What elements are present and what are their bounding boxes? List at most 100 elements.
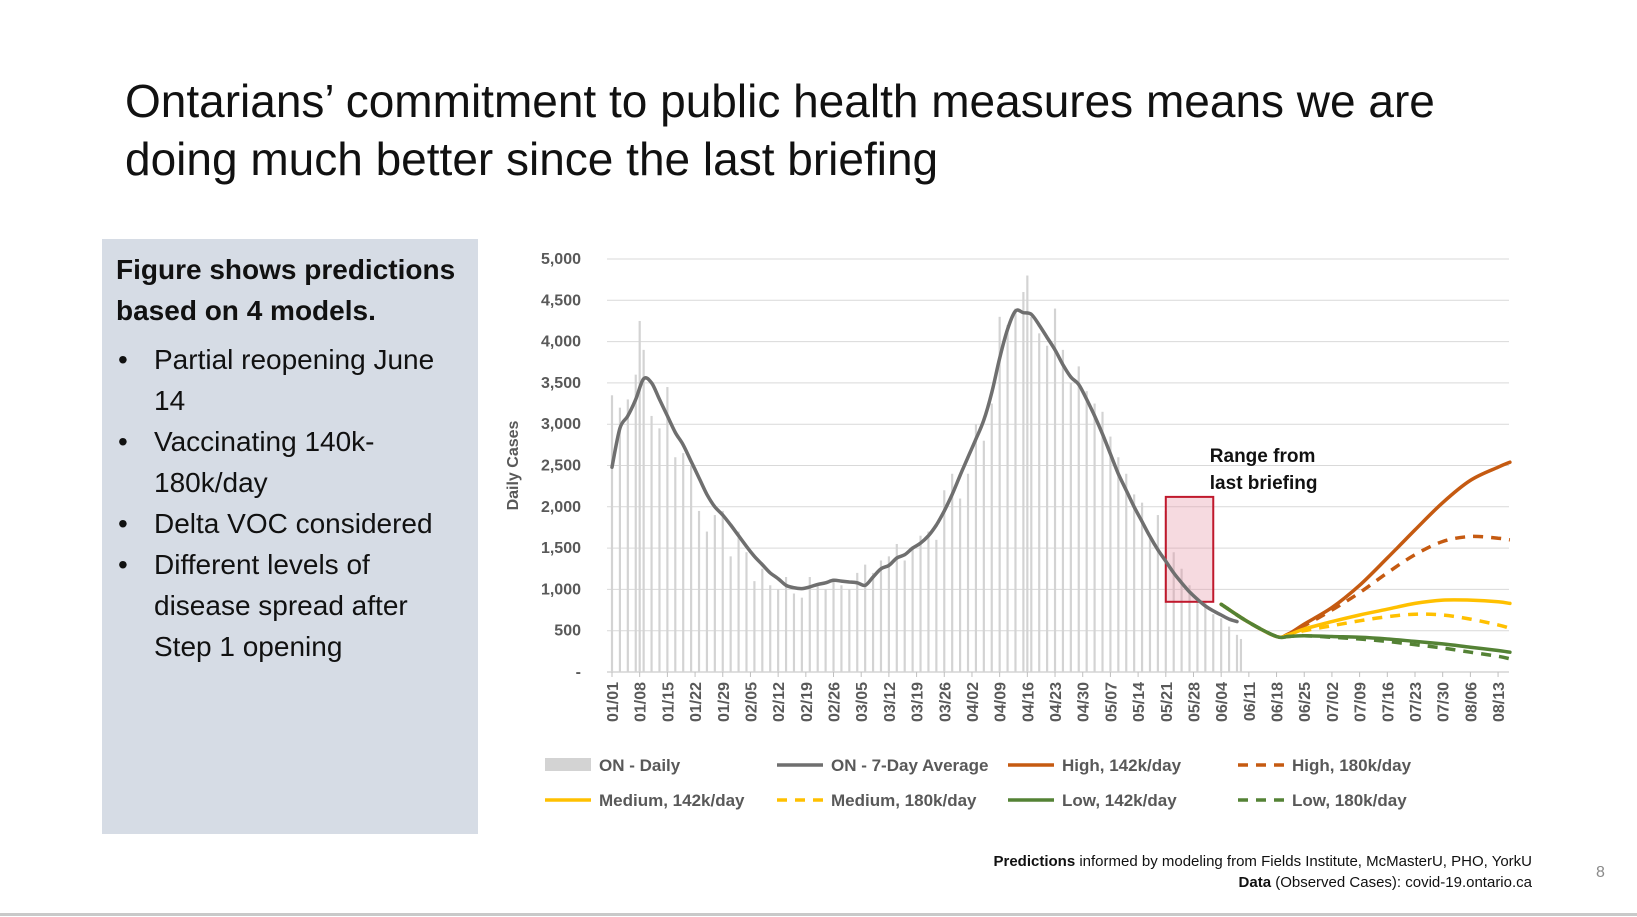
legend-label: Low, 142k/day: [1062, 791, 1177, 810]
series-line-on-7-day-average: [610, 308, 1239, 624]
daily-case-bar: [1046, 345, 1049, 672]
slide-bottom-rule: [0, 913, 1637, 916]
x-tick-label: 02/05: [743, 682, 760, 722]
daily-case-bar: [911, 548, 914, 672]
daily-case-bar: [1069, 382, 1072, 672]
info-panel-heading: Figure shows predictions based on 4 mode…: [116, 254, 456, 326]
range-annotation-label: last briefing: [1210, 473, 1318, 494]
x-tick-label: 01/29: [716, 682, 733, 722]
x-tick-label: 08/06: [1463, 682, 1480, 722]
daily-case-bar: [1172, 552, 1175, 672]
daily-case-bar: [792, 593, 796, 672]
daily-case-bar: [1006, 325, 1009, 672]
daily-case-bar: [1101, 411, 1104, 672]
bullet-dot-icon: •: [118, 426, 128, 457]
x-tick-label: 01/01: [605, 682, 622, 722]
daily-case-bar: [856, 572, 859, 672]
y-tick-label: 3,500: [541, 375, 581, 392]
daily-case-bar: [1117, 457, 1120, 672]
bullet-dot-icon: •: [118, 344, 128, 375]
x-tick-label: 02/26: [827, 682, 844, 722]
data-label: Data: [1238, 874, 1272, 891]
legend-label: Low, 180k/day: [1292, 791, 1407, 810]
bullet-dot-icon: •: [118, 508, 128, 539]
daily-case-bar: [871, 572, 875, 672]
daily-case-bar: [1148, 535, 1152, 672]
y-tick-label: 1,000: [541, 581, 581, 598]
info-bullet-item: • Delta VOC considered: [116, 503, 464, 544]
info-panel: Figure shows predictions based on 4 mode…: [102, 239, 478, 834]
predictions-text: informed by modeling from Fields Institu…: [1075, 853, 1532, 870]
daily-case-bar: [690, 465, 693, 672]
daily-case-bar: [966, 473, 970, 672]
daily-case-bar: [1133, 494, 1136, 672]
x-tick-label: 01/22: [688, 682, 705, 722]
x-tick-label: 04/30: [1076, 682, 1093, 722]
series-line-medium-180k-day: [1220, 602, 1511, 639]
daily-case-bar: [753, 581, 756, 672]
daily-case-bar: [1022, 292, 1025, 672]
x-tick-label: 07/09: [1353, 682, 1370, 722]
legend-label: Medium, 180k/day: [831, 791, 977, 810]
daily-case-bar: [761, 568, 764, 672]
y-axis-title: Daily Cases: [505, 420, 522, 510]
info-bullet-text: Vaccinating 140k-180k/day: [154, 426, 375, 498]
daily-case-bar: [777, 589, 780, 672]
daily-case-bar: [1125, 473, 1128, 672]
x-tick-label: 01/15: [660, 682, 677, 722]
daily-case-bar: [887, 556, 890, 672]
daily-case-bar: [1235, 634, 1239, 672]
x-tick-label: 03/26: [937, 682, 954, 722]
daily-case-bar: [721, 510, 724, 672]
daily-case-bar: [990, 403, 993, 672]
daily-case-bar: [682, 453, 685, 672]
info-bullet-list: • Partial reopening June 14 • Vaccinating …: [116, 339, 464, 667]
x-tick-label: 07/02: [1325, 682, 1342, 722]
daily-case-bar: [642, 349, 645, 672]
daily-case-bar: [618, 407, 621, 672]
legend-label: High, 142k/day: [1062, 756, 1182, 775]
x-tick-label: 06/11: [1242, 682, 1259, 721]
data-source-text: (Observed Cases): covid-19.ontario.ca: [1271, 874, 1532, 891]
x-tick-label: 04/23: [1048, 682, 1065, 722]
daily-case-bar: [658, 428, 661, 672]
daily-case-bar: [1180, 568, 1183, 672]
daily-case-bar: [959, 498, 962, 672]
daily-case-bar: [626, 399, 629, 672]
daily-case-bar: [610, 395, 614, 672]
x-tick-label: 08/13: [1491, 682, 1508, 722]
x-tick-label: 03/19: [910, 682, 927, 722]
daily-case-bar: [895, 543, 898, 672]
daily-case-bar: [1140, 502, 1144, 672]
y-tick-label: 4,500: [541, 292, 581, 309]
daily-case-bar: [824, 589, 827, 672]
daily-case-bar: [951, 473, 954, 672]
x-tick-label: 02/19: [799, 682, 816, 722]
x-tick-label: 04/02: [965, 682, 982, 722]
daily-case-bar: [1156, 515, 1159, 672]
data-source: Data (Observed Cases): covid-19.ontario.…: [1239, 874, 1532, 891]
daily-case-bar: [1085, 391, 1088, 672]
legend-label: ON - 7-Day Average: [831, 756, 988, 775]
series-line-low-142k-day: [1219, 602, 1512, 654]
daily-case-bar: [697, 510, 701, 672]
daily-case-bar: [832, 581, 835, 672]
info-bullet-item: • Partial reopening June 14: [116, 339, 464, 421]
info-bullet-text: Partial reopening June 14: [154, 344, 435, 416]
last-briefing-range-box: [1164, 495, 1215, 603]
daily-case-bar: [1212, 614, 1215, 672]
info-bullet-text: Different levels of disease spread after…: [154, 549, 408, 662]
daily-case-bar: [1053, 308, 1057, 672]
daily-case-bar: [1026, 275, 1029, 672]
x-tick-label: 04/16: [1020, 682, 1037, 722]
daily-case-bar: [674, 457, 677, 672]
legend-label: ON - Daily: [599, 756, 681, 775]
slide-title: Ontarians’ commitment to public health m…: [125, 75, 1435, 185]
daily-case-bar: [935, 539, 938, 672]
daily-case-bar: [927, 531, 930, 672]
daily-case-bar: [1014, 308, 1017, 672]
series-line-low-180k-day: [1220, 602, 1511, 661]
y-tick-label: 3,000: [541, 416, 581, 433]
y-tick-label: 4,000: [541, 334, 581, 351]
